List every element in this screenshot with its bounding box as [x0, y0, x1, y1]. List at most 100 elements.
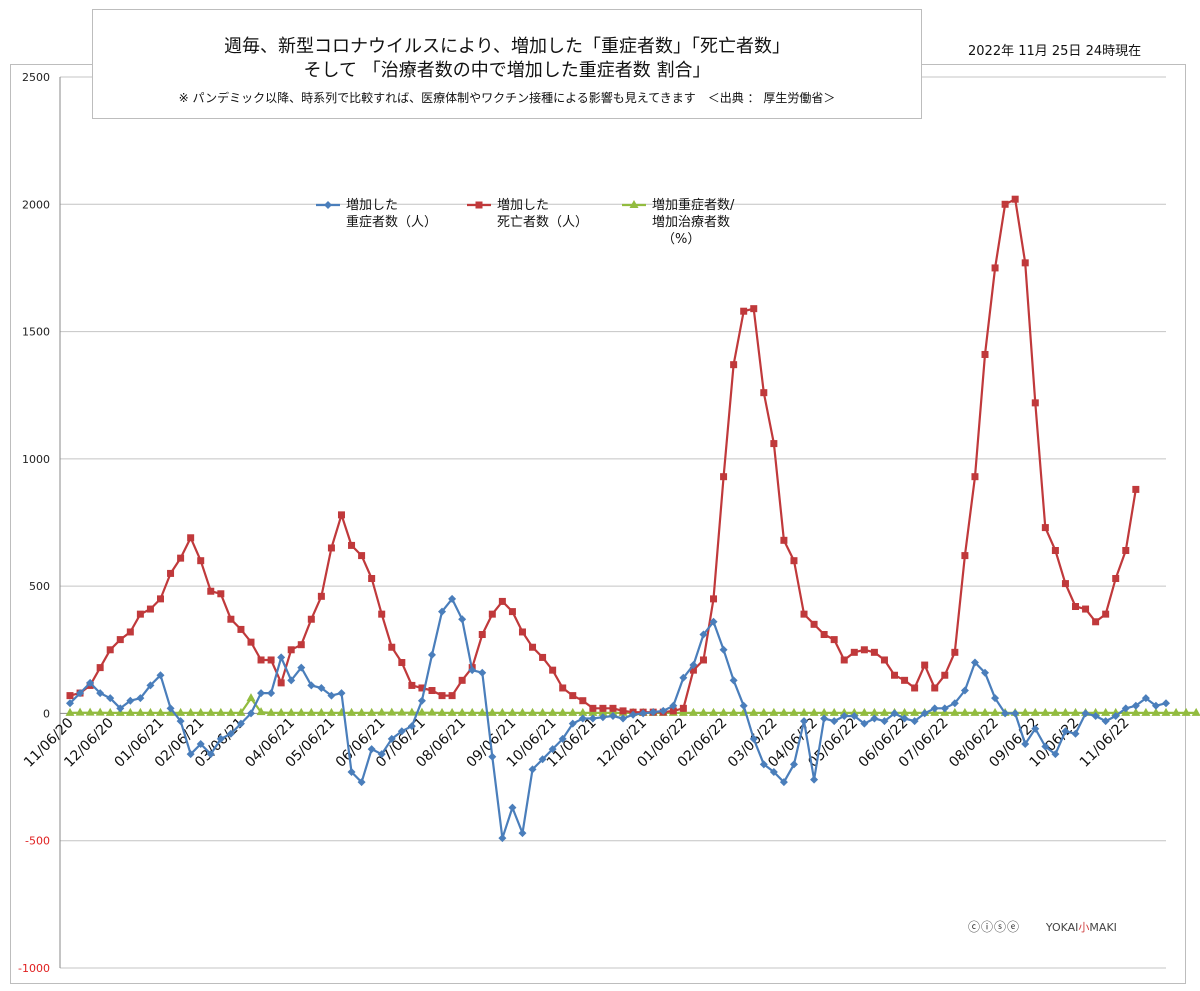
- diamond-marker: [518, 829, 527, 838]
- diamond-marker: [468, 666, 477, 675]
- diamond-marker: [739, 701, 748, 710]
- title-box: 週毎、新型コロナウイルスにより、増加した「重症者数」「死亡者数」 そして 「治療…: [92, 9, 922, 119]
- diamond-marker: [759, 760, 768, 769]
- diamond-marker: [156, 671, 165, 680]
- chart-source-note: ※ パンデミック以降、時系列で比較すれば、医療体制やワクチン接種による影響も見え…: [178, 91, 836, 105]
- triangle-marker: [1101, 707, 1111, 716]
- diamond-marker: [729, 676, 738, 685]
- square-marker: [911, 684, 919, 692]
- square-marker: [498, 597, 506, 605]
- square-marker: [116, 636, 124, 644]
- diamond-marker: [327, 691, 336, 700]
- triangle-marker: [1171, 707, 1181, 716]
- square-marker: [388, 643, 396, 651]
- square-marker: [669, 707, 677, 715]
- square-marker: [689, 666, 697, 674]
- diamond-marker: [1101, 717, 1110, 726]
- diamond-marker: [970, 658, 979, 667]
- square-marker: [398, 659, 406, 667]
- triangle-marker: [608, 707, 618, 716]
- y-tick-label: 1000: [22, 453, 50, 466]
- diamond-marker: [1162, 699, 1170, 708]
- square-marker: [971, 473, 979, 481]
- diamond-marker: [206, 750, 215, 759]
- series-2: [65, 693, 1200, 716]
- square-marker: [830, 636, 838, 644]
- diamond-marker: [1031, 724, 1040, 733]
- date-stamp: 2022年 11月 25日 24時現在: [968, 44, 1142, 59]
- triangle-marker: [1060, 707, 1070, 716]
- diamond-marker: [166, 704, 175, 713]
- diamond-marker: [347, 767, 356, 776]
- diamond-marker: [1121, 704, 1130, 713]
- triangle-marker: [1141, 707, 1151, 716]
- diamond-marker: [709, 617, 718, 626]
- legend-label: 増加治療者数: [652, 215, 730, 230]
- square-marker: [931, 684, 939, 692]
- triangle-marker: [1020, 707, 1030, 716]
- triangle-marker: [326, 707, 336, 716]
- square-marker: [187, 534, 195, 542]
- diamond-marker: [1131, 701, 1140, 710]
- diamond-marker: [608, 711, 617, 720]
- square-marker: [327, 544, 335, 552]
- diamond-marker: [538, 755, 547, 764]
- triangle-marker: [839, 707, 849, 716]
- square-marker: [901, 676, 909, 684]
- diamond-marker: [488, 752, 497, 761]
- diamond-marker: [528, 765, 537, 774]
- triangle-marker: [196, 707, 206, 716]
- square-marker: [589, 704, 597, 712]
- diamond-marker: [367, 745, 376, 754]
- diamond-marker: [588, 714, 597, 723]
- y-tick-label: 2000: [22, 198, 50, 211]
- triangle-marker: [900, 707, 910, 716]
- diamond-marker: [126, 696, 135, 705]
- legend-label: 増加した: [497, 198, 549, 213]
- triangle-marker: [588, 707, 598, 716]
- triangle-marker: [145, 707, 155, 716]
- square-marker: [237, 625, 245, 633]
- diamond-marker: [950, 699, 959, 708]
- triangle-marker: [789, 707, 799, 716]
- triangle-marker: [155, 707, 165, 716]
- triangle-marker: [960, 707, 970, 716]
- diamond-marker: [679, 673, 688, 682]
- square-marker: [337, 511, 345, 519]
- diamond-marker: [438, 607, 447, 616]
- diamond-marker: [1111, 711, 1120, 720]
- triangle-marker: [688, 707, 698, 716]
- square-marker: [287, 646, 295, 654]
- triangle-marker: [206, 707, 216, 716]
- square-marker: [408, 681, 416, 689]
- square-marker: [358, 552, 366, 560]
- diamond-marker: [699, 630, 708, 639]
- diamond-marker: [417, 696, 426, 705]
- square-marker: [1001, 200, 1009, 208]
- diamond-marker: [840, 711, 849, 720]
- triangle-marker: [678, 707, 688, 716]
- triangle-marker: [75, 707, 85, 716]
- diamond-marker: [1021, 739, 1030, 748]
- legend-label: （%）: [662, 232, 700, 247]
- triangle-marker: [246, 693, 256, 702]
- triangle-marker: [709, 707, 719, 716]
- legend-label: 増加重症者数/: [652, 197, 735, 213]
- square-marker: [227, 615, 235, 623]
- triangle-marker: [497, 707, 507, 716]
- diamond-marker: [246, 709, 255, 718]
- square-marker: [529, 643, 537, 651]
- square-marker: [840, 656, 848, 664]
- diamond-marker: [800, 717, 809, 726]
- diamond-marker: [106, 694, 115, 703]
- square-marker: [428, 687, 436, 695]
- diamond-marker: [830, 717, 839, 726]
- triangle-marker: [869, 707, 879, 716]
- square-marker: [488, 610, 496, 618]
- diamond-marker: [850, 711, 859, 720]
- diamond-marker: [930, 704, 939, 713]
- diamond-marker: [880, 717, 889, 726]
- square-marker: [679, 704, 687, 712]
